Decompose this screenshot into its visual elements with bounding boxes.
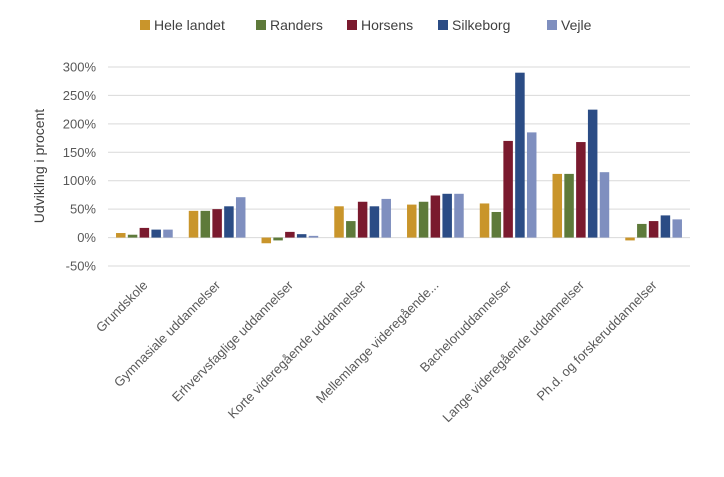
bar <box>454 193 464 238</box>
x-tick-label: Ph.d. og forskeruddannelser <box>534 277 661 404</box>
bar <box>139 227 150 238</box>
bar <box>296 234 307 238</box>
x-tick-label: Grundskole <box>93 278 151 336</box>
legend-swatch <box>256 20 266 30</box>
y-tick-label: 50% <box>70 202 96 217</box>
legend-swatch <box>438 20 448 30</box>
legend-label: Silkeborg <box>452 17 510 33</box>
bar <box>261 237 272 244</box>
bar <box>369 206 380 238</box>
bar <box>660 215 671 238</box>
bar <box>357 201 368 238</box>
bar <box>407 204 417 238</box>
y-axis-ticks: -50% 0% 50% 100% 150% 200% 250% 300% <box>63 60 97 274</box>
bar <box>212 209 222 238</box>
bar <box>503 140 513 238</box>
x-tick-label: Mellemlange videregående... <box>313 278 442 407</box>
bar <box>672 219 682 238</box>
y-tick-label: 300% <box>63 60 97 75</box>
bar <box>346 221 356 238</box>
bar <box>235 197 246 238</box>
bar <box>200 210 211 238</box>
bar <box>552 173 563 238</box>
bar <box>526 132 537 238</box>
bar <box>285 231 295 238</box>
bar <box>479 203 490 238</box>
bar <box>515 72 525 238</box>
y-axis-title: Udvikling i procent <box>31 109 47 223</box>
legend-swatch <box>547 20 557 30</box>
bar <box>273 237 283 241</box>
bar <box>442 193 452 238</box>
bar <box>188 210 199 238</box>
y-tick-label: 150% <box>63 145 97 160</box>
y-tick-label: 100% <box>63 173 97 188</box>
bar <box>334 206 344 238</box>
bar <box>491 211 502 238</box>
y-tick-label: 0% <box>77 230 96 245</box>
legend-swatch <box>347 20 357 30</box>
bar <box>430 195 441 238</box>
x-tick-label: Korte videregående uddannelser <box>225 277 369 421</box>
bar <box>648 221 659 238</box>
bar <box>308 235 319 238</box>
bar <box>576 142 586 238</box>
bar <box>224 206 234 238</box>
legend-label: Horsens <box>361 17 413 33</box>
y-tick-label: 250% <box>63 88 97 103</box>
legend-label: Vejle <box>561 17 592 33</box>
bar <box>381 198 391 238</box>
bar <box>587 109 598 238</box>
bar <box>625 237 635 241</box>
legend-label: Randers <box>270 17 323 33</box>
legend-swatch <box>140 20 150 30</box>
bar <box>599 172 610 238</box>
x-tick-label: Lange videregående uddannelser <box>439 277 587 425</box>
bar <box>127 234 138 238</box>
legend-label: Hele landet <box>154 17 225 33</box>
y-tick-label: -50% <box>66 259 97 274</box>
bar <box>564 173 574 238</box>
bar <box>637 223 647 238</box>
legend: Hele landet Randers Horsens Silkeborg Vejle <box>140 17 592 33</box>
x-tick-label: Erhvervsfaglige uddannelser <box>169 277 297 405</box>
bar <box>116 233 126 238</box>
bars <box>116 72 682 244</box>
y-tick-label: 200% <box>63 116 97 131</box>
bar <box>151 229 161 238</box>
bar <box>418 201 429 238</box>
bar <box>163 229 173 238</box>
